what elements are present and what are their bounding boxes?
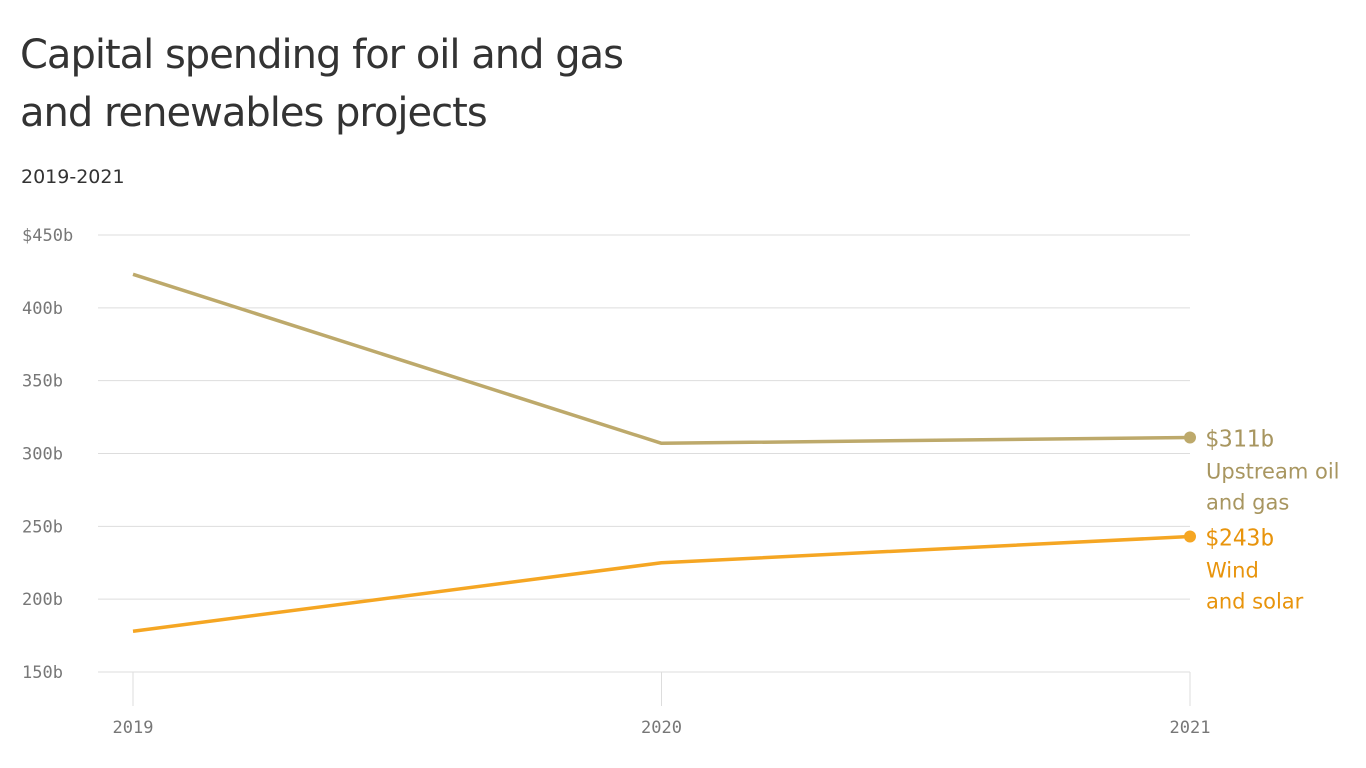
chart-title-line-1: Capital spending for oil and gas	[20, 32, 624, 78]
y-tick-label: 400b	[22, 299, 63, 319]
y-tick-label: 150b	[22, 663, 63, 683]
x-tick-label: 2020	[641, 718, 682, 738]
series-label-1: and solar	[1206, 590, 1304, 614]
chart-title: Capital spending for oil and gas and ren…	[20, 26, 624, 142]
series-line-1	[132, 534, 1191, 633]
y-tick-label: $450b	[22, 226, 73, 246]
x-tick-label: 2021	[1170, 718, 1211, 738]
series-label-0: and gas	[1206, 490, 1289, 514]
y-tick-label: 250b	[22, 517, 63, 537]
y-tick-label: 300b	[22, 445, 63, 465]
chart-subtitle: 2019-2021	[21, 166, 125, 188]
y-tick-label: 200b	[22, 590, 63, 610]
y-tick-label: 350b	[22, 372, 63, 392]
chart-title-line-2: and renewables projects	[20, 90, 488, 136]
series-label-1: Wind	[1206, 559, 1259, 583]
series-line-0	[132, 272, 1191, 446]
series-end-marker-0	[1184, 431, 1196, 444]
series-end-value-0: $311b	[1205, 426, 1274, 452]
series-label-0: Upstream oil	[1206, 459, 1340, 483]
x-tick-label: 2019	[113, 718, 154, 738]
series-end-value-1: $243b	[1205, 526, 1274, 552]
series-end-marker-1	[1184, 530, 1196, 543]
